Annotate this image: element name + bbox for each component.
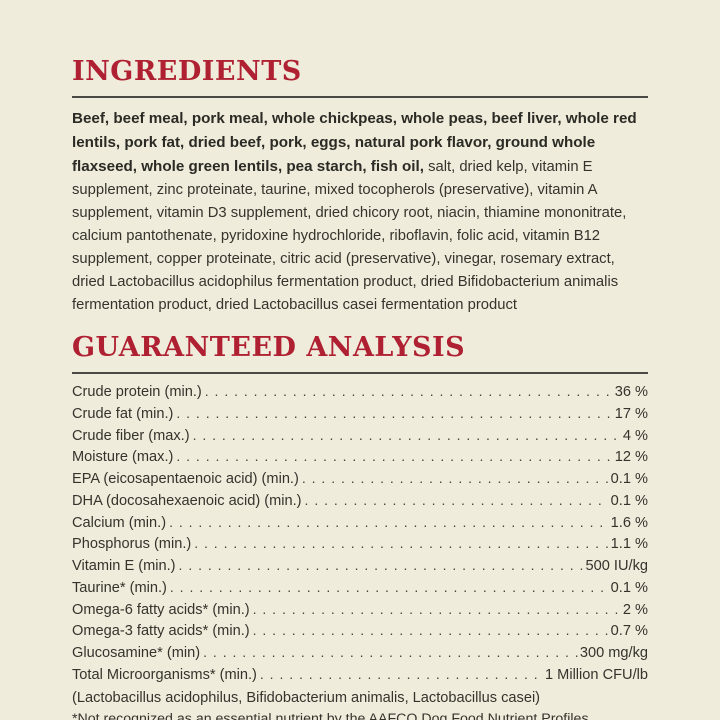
ingredients-heading: INGREDIENTS — [72, 56, 302, 87]
analysis-value: 1.6 % — [610, 514, 648, 531]
analysis-value: 0.1 % — [610, 471, 648, 487]
section-divider — [72, 96, 648, 98]
analysis-row: Taurine* (min.) 0.1 % — [72, 579, 648, 601]
analysis-value: 36 % — [614, 384, 648, 400]
analysis-row: Omega-3 fatty acids* (min.) 0.7 % — [72, 622, 648, 644]
analysis-label: Crude fiber (max.) — [72, 427, 190, 444]
dot-leader — [176, 405, 612, 422]
analysis-label: Omega-6 fatty acids* (min.) — [72, 601, 250, 618]
analysis-value: 1 Million CFU/lb — [545, 666, 648, 683]
dot-leader — [305, 492, 609, 509]
guaranteed-analysis-section: GUARANTEED ANALYSIS Crude protein (min.)… — [72, 333, 648, 720]
analysis-row: EPA (eicosapentaenoic acid) (min.) 0.1 % — [72, 470, 648, 492]
dot-leader — [170, 579, 609, 596]
ingredients-text: Beef, beef meal, pork meal, whole chickp… — [72, 107, 648, 317]
analysis-value: 0.1 % — [610, 492, 648, 509]
analysis-row: Crude protein (min.) 36 % — [72, 383, 648, 405]
analysis-label: DHA (docosahexaenoic acid) (min.) — [72, 492, 302, 509]
analysis-value: 12 % — [614, 449, 648, 466]
analysis-label: Crude protein (min.) — [72, 384, 202, 400]
analysis-label: Taurine* (min.) — [72, 579, 167, 596]
dot-leader — [260, 666, 543, 683]
dot-leader — [302, 470, 609, 487]
dot-leader — [193, 427, 621, 444]
analysis-value: 17 % — [614, 405, 648, 422]
analysis-value: 500 IU/kg — [585, 558, 648, 574]
dot-leader — [194, 535, 608, 552]
analysis-label: Crude fat (min.) — [72, 405, 174, 422]
analysis-row: Crude fiber (max.) 4 % — [72, 427, 648, 449]
analysis-label: Phosphorus (min.) — [72, 536, 192, 553]
analysis-label: Glucosamine* (min) — [72, 645, 201, 661]
dot-leader — [176, 448, 612, 465]
analysis-value: 0.1 % — [610, 579, 648, 596]
analysis-value: 300 mg/kg — [579, 645, 648, 661]
analysis-row: Omega-6 fatty acids* (min.) 2 % — [72, 601, 648, 623]
analysis-value: 1.1 % — [610, 536, 648, 553]
analysis-label: Moisture (max.) — [72, 449, 174, 466]
guaranteed-analysis-heading: GUARANTEED ANALYSIS — [72, 332, 466, 363]
dot-leader — [253, 622, 609, 639]
microorganisms-detail: (Lactobacillus acidophilus, Bifidobacter… — [72, 689, 541, 706]
analysis-row: Moisture (max.) 12 % — [72, 448, 648, 470]
analysis-value: 2 % — [622, 601, 648, 618]
analysis-value: 0.7 % — [610, 623, 648, 640]
ingredients-section: INGREDIENTS Beef, beef meal, pork meal, … — [72, 57, 648, 317]
aafco-footnote: *Not recognized as an essential nutrient… — [72, 711, 589, 720]
section-divider — [72, 372, 648, 374]
dot-leader — [253, 601, 621, 618]
dot-leader — [179, 557, 584, 574]
analysis-row: Calcium (min.) 1.6 % — [72, 514, 648, 536]
analysis-label: EPA (eicosapentaenoic acid) (min.) — [72, 471, 299, 487]
analysis-row: Crude fat (min.) 17 % — [72, 405, 648, 427]
analysis-row: Glucosamine* (min) 300 mg/kg — [72, 644, 648, 666]
dot-leader — [205, 383, 613, 400]
analysis-table: Crude protein (min.) 36 % Crude fat (min.… — [72, 383, 648, 688]
analysis-label: Vitamin E (min.) — [72, 558, 176, 574]
ingredients-secondary-text: salt, dried kelp, vitamin E supplement, … — [72, 159, 627, 313]
ingredients-primary-text: Beef, beef meal, pork meal, whole chickp… — [72, 110, 637, 175]
analysis-label: Total Microorganisms* (min.) — [72, 666, 257, 683]
dot-leader — [203, 644, 578, 661]
analysis-row: DHA (docosahexaenoic acid) (min.) 0.1 % — [72, 492, 648, 514]
analysis-label: Calcium (min.) — [72, 514, 167, 531]
analysis-row: Total Microorganisms* (min.) 1 Million CF… — [72, 666, 648, 688]
analysis-row: Vitamin E (min.) 500 IU/kg — [72, 557, 648, 579]
analysis-row: Phosphorus (min.) 1.1 % — [72, 535, 648, 557]
analysis-value: 4 % — [622, 427, 648, 444]
analysis-label: Omega-3 fatty acids* (min.) — [72, 623, 250, 640]
dot-leader — [169, 514, 609, 531]
